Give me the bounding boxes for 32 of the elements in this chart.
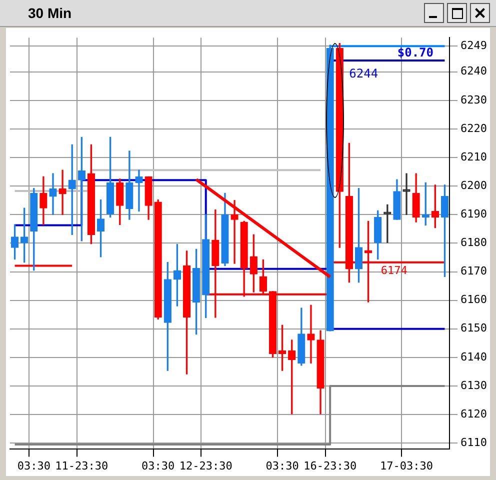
x-tick-label: 11-23:30 (55, 459, 108, 472)
candlestick (135, 170, 143, 212)
x-tick-label: 03:30 (17, 459, 50, 472)
annotation: 6244 (349, 66, 378, 81)
y-tick-label: 6220 (460, 122, 488, 135)
candlestick (49, 173, 57, 215)
candlestick (230, 200, 238, 264)
y-tick-label: 6249 (460, 39, 488, 52)
candlestick (58, 170, 66, 215)
annotation: 6174 (380, 264, 408, 278)
x-tick-label: 03:30 (266, 459, 299, 472)
x-tick-label: 12-23:30 (179, 459, 232, 472)
y-tick-label: 6130 (460, 378, 488, 392)
y-tick-label: 6200 (460, 178, 488, 192)
chart-title: 30 Min (28, 5, 72, 21)
y-tick-label: 6210 (460, 150, 488, 164)
y-tick-label: 6140 (460, 350, 488, 364)
y-tick-label: 6230 (460, 93, 488, 106)
y-tick-label: 6120 (460, 407, 488, 420)
y-tick-label: 6160 (460, 293, 488, 306)
x-tick-label: 03:30 (142, 459, 175, 472)
candlestick (402, 173, 410, 215)
y-tick-label: 6190 (460, 208, 488, 221)
x-tick-label: 16-23:30 (304, 459, 357, 472)
y-tick-label: 6150 (460, 322, 488, 335)
y-tick-label: 6240 (460, 64, 488, 78)
y-tick-label: 6110 (460, 436, 488, 449)
x-tick-label: 17-03:30 (380, 459, 434, 472)
y-tick-label: 6180 (460, 236, 488, 250)
annotation: $0.70 (397, 46, 434, 60)
y-tick-label: 6170 (460, 264, 488, 278)
candlestick (307, 304, 315, 364)
